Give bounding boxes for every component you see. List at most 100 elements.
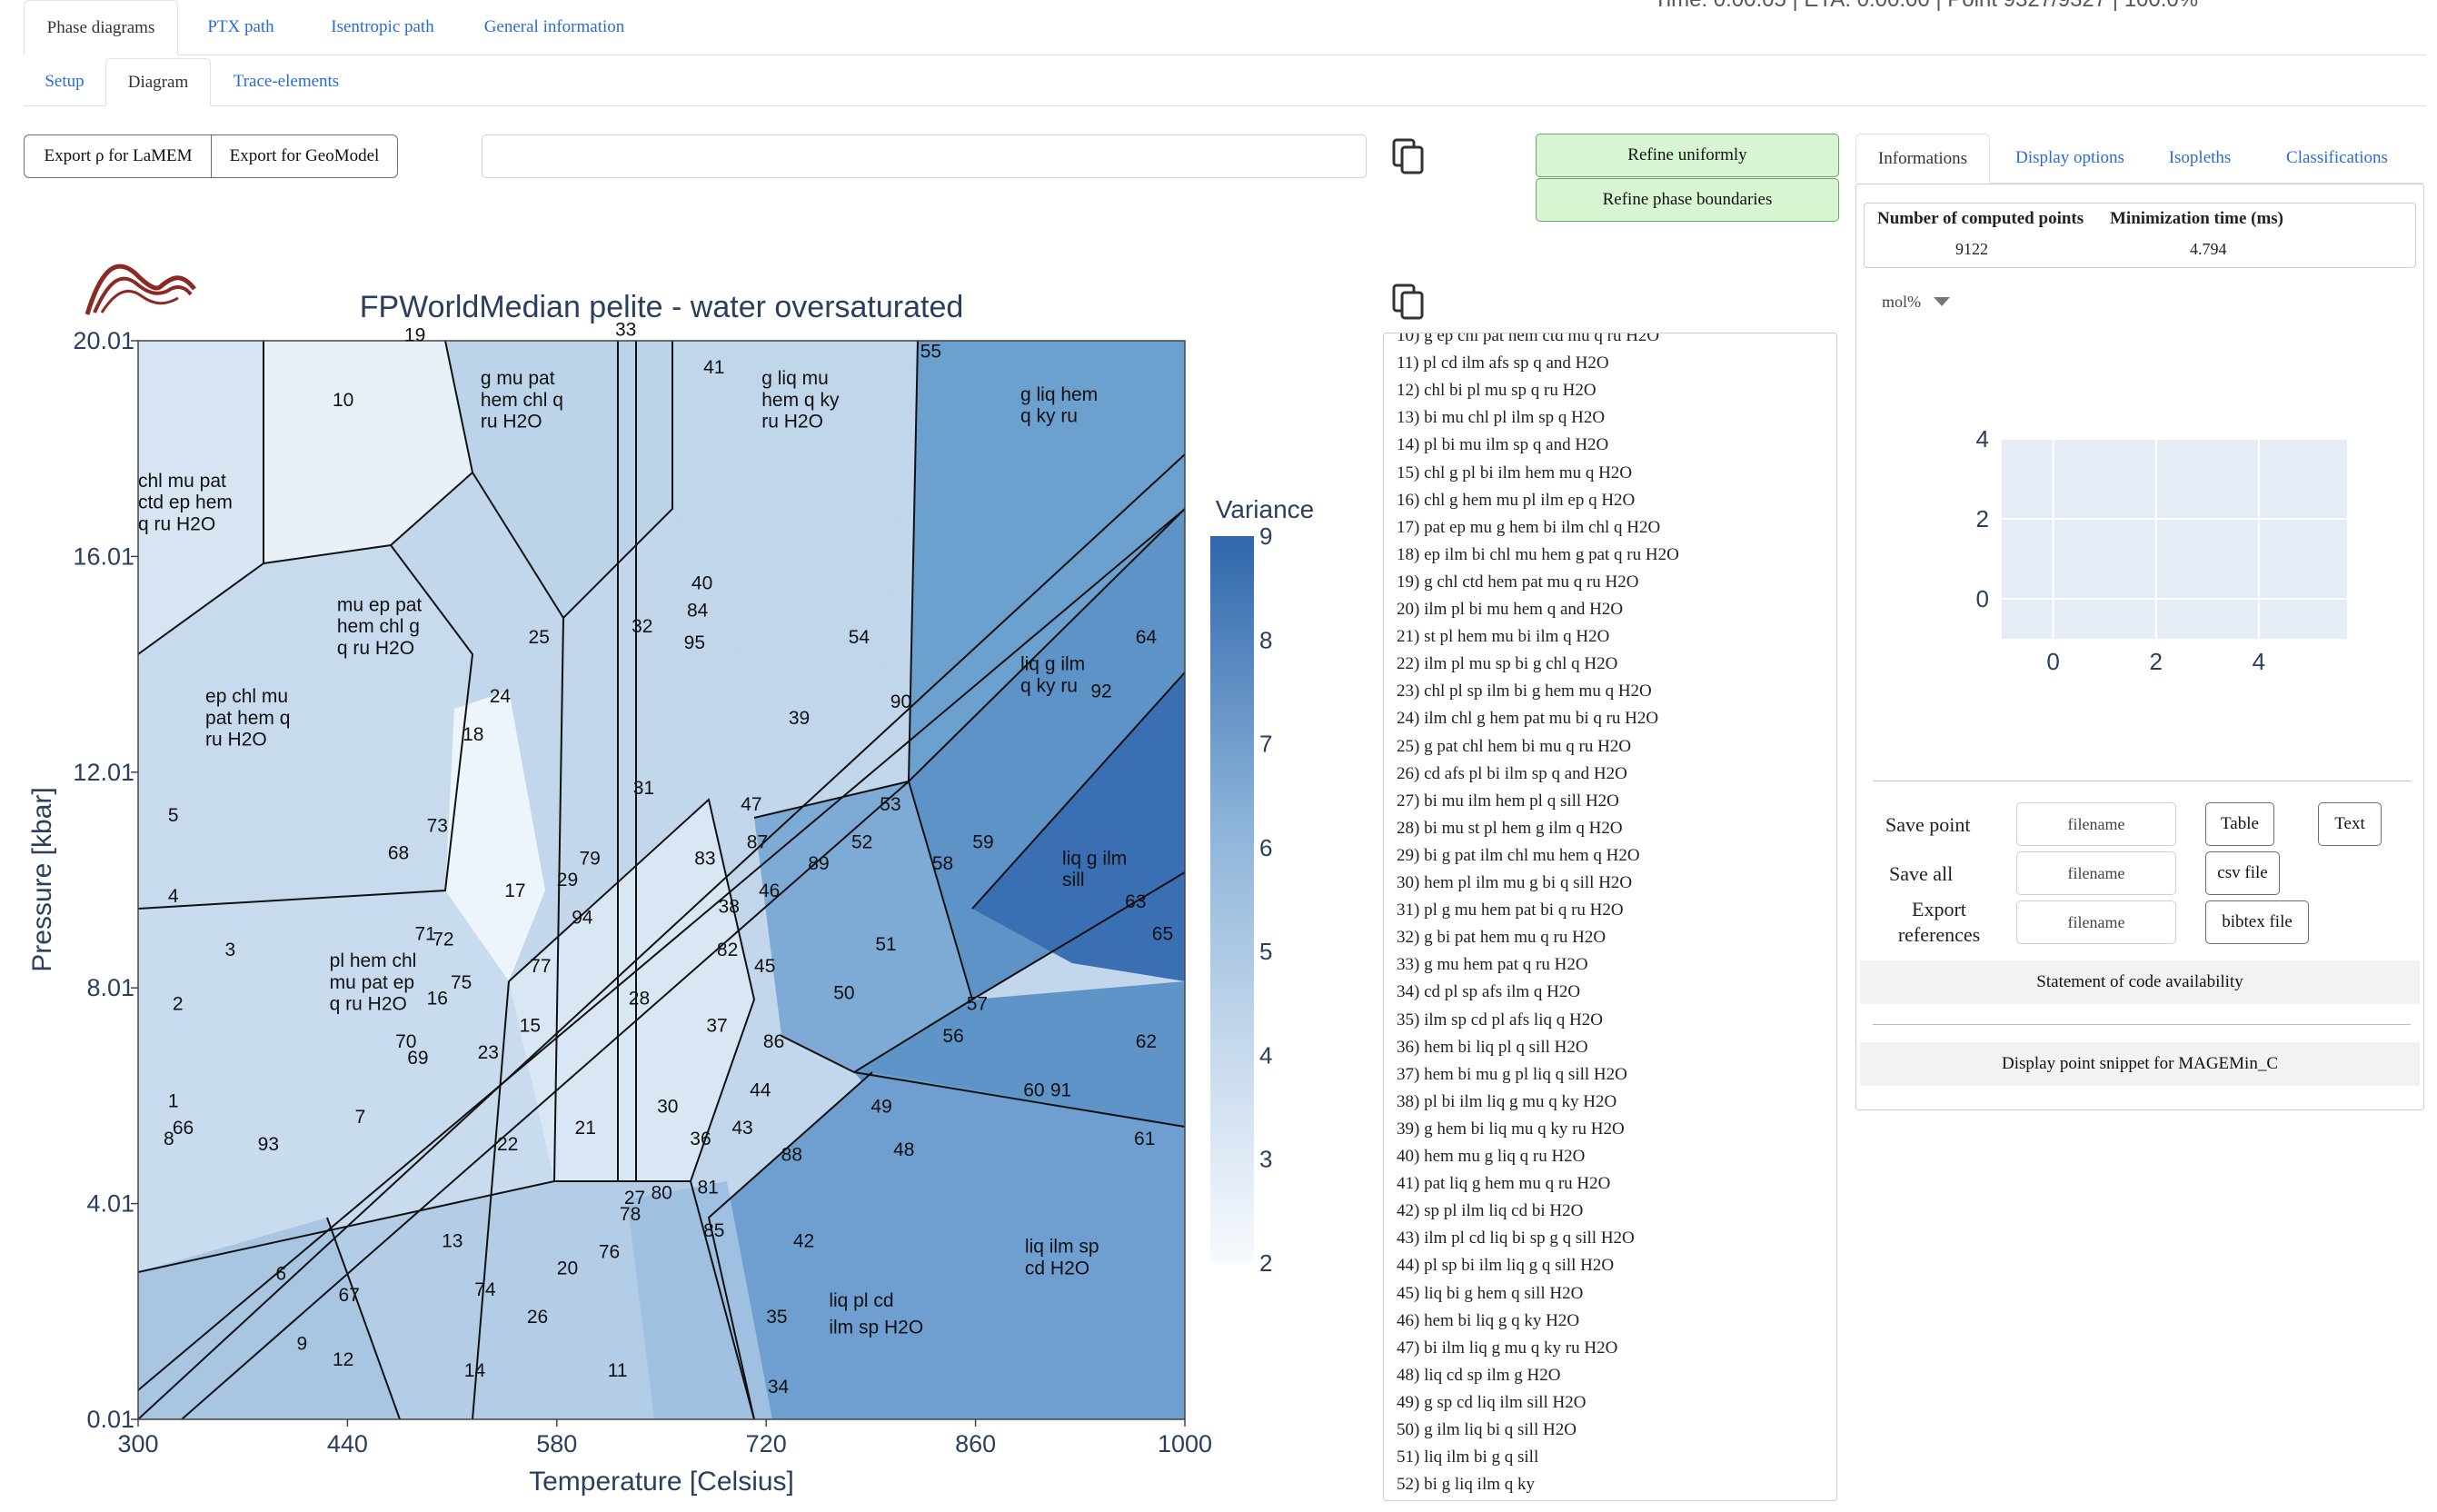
field-label: 89 [808, 853, 829, 874]
export-lamem-button[interactable]: Export ρ for LaMEM [24, 134, 213, 178]
assemblage-list[interactable]: 10) g ep chl pat hem ctd mu q ru H2O 11) … [1383, 333, 1837, 1501]
colorbar-tick-label: 4 [1259, 1041, 1272, 1069]
field-label: 27 [624, 1188, 645, 1209]
save-text-button[interactable]: Text [2318, 802, 2382, 846]
copy-list-icon[interactable] [1390, 282, 1427, 322]
colorbar-tick-label: 6 [1259, 834, 1272, 861]
field-label: 17 [504, 880, 525, 901]
field-label: 93 [258, 1134, 279, 1155]
assemblage-list-item: 37) hem bi mu g pl liq q sill H2O [1397, 1064, 1627, 1084]
export-references-filename[interactable]: filename [2016, 900, 2176, 944]
magemin-logo [85, 264, 196, 315]
tab-informations[interactable]: Informations [1855, 134, 1990, 184]
assemblage-list-item: 31) pl g mu hem pat bi q ru H2O [1397, 900, 1624, 920]
field-label: 26 [527, 1307, 548, 1328]
field-label: 42 [793, 1231, 814, 1252]
tab-diagram[interactable]: Diagram [105, 58, 211, 106]
field-label: 85 [703, 1220, 724, 1241]
field-label: 28 [629, 989, 650, 1010]
field-label: 37 [706, 1015, 727, 1036]
phase-diagram-chart[interactable]: FPWorldMedian pelite - water oversaturat… [0, 245, 1363, 1512]
y-tick-label: 20.01 [73, 327, 134, 354]
assemblage-list-item: 20) ilm pl bi mu hem q and H2O [1397, 600, 1624, 619]
refine-phase-boundaries-button[interactable]: Refine phase boundaries [1536, 178, 1839, 222]
x-tick-label: 580 [536, 1430, 577, 1457]
y-tick-label: 4.01 [86, 1190, 134, 1218]
field-label: 61 [1134, 1129, 1155, 1149]
field-label: 65 [1152, 923, 1173, 944]
tab-isentropic-path[interactable]: Isentropic path [331, 17, 434, 36]
field-label: 43 [731, 1118, 752, 1139]
assemblage-list-item: 39) g hem bi liq mu q ky ru H2O [1397, 1119, 1625, 1139]
save-all-filename[interactable]: filename [2016, 851, 2176, 895]
tab-general-information[interactable]: General information [483, 17, 625, 36]
tab-trace-elements[interactable]: Trace-elements [233, 72, 340, 91]
field-label: 13 [442, 1231, 463, 1252]
field-label: 16 [427, 989, 448, 1010]
mini-y-tick: 0 [1976, 585, 1989, 612]
colorbar-tick-label: 2 [1259, 1249, 1272, 1277]
field-label: cd H2O [1025, 1258, 1089, 1278]
assemblage-list-item: 46) hem bi liq g q ky H2O [1397, 1310, 1580, 1330]
field-label: 76 [599, 1242, 620, 1263]
tab-display-options[interactable]: Display options [2015, 148, 2124, 167]
assemblage-list-item: 17) pat ep mu g hem bi ilm chl q H2O [1397, 517, 1661, 537]
field-label: ru H2O [205, 730, 267, 751]
tab-setup[interactable]: Setup [45, 72, 85, 91]
tab-phase-diagrams[interactable]: Phase diagrams [24, 0, 178, 55]
field-label: 73 [427, 816, 448, 837]
sub-tabbar: Setup Diagram Trace-elements [24, 58, 2426, 106]
field-label: pat hem q [205, 708, 290, 729]
output-textbox[interactable] [482, 134, 1367, 178]
composition-plot[interactable]: 0246024 [1929, 412, 2347, 684]
field-label: 80 [651, 1182, 671, 1203]
display-point-snippet[interactable]: Display point snippet for MAGEMin_C [1860, 1042, 2420, 1086]
tab-isopleths[interactable]: Isopleths [2168, 148, 2232, 167]
tab-classifications[interactable]: Classifications [2286, 148, 2388, 167]
field-label: 79 [579, 848, 600, 869]
tab-ptx-path[interactable]: PTX path [207, 17, 274, 36]
field-label: g liq hem [1020, 384, 1098, 405]
save-table-button[interactable]: Table [2205, 802, 2274, 846]
field-label: 15 [520, 1015, 541, 1036]
save-point-label: Save point [1885, 813, 1971, 836]
export-references-label: Export references [1897, 898, 1981, 946]
field-label: 67 [339, 1285, 360, 1306]
info-value-time: 4.794 [2190, 240, 2227, 258]
field-label: 5 [168, 805, 179, 826]
assemblage-list-item: 19) g chl ctd hem pat mu q ru H2O [1397, 572, 1639, 592]
field-label: 7 [355, 1107, 366, 1128]
assemblage-list-item: 25) g pat chl hem bi mu q ru H2O [1397, 736, 1632, 756]
assemblage-list-item: 42) sp pl ilm liq cd bi H2O [1397, 1201, 1584, 1221]
field-label: 88 [781, 1145, 802, 1166]
field-label: 23 [478, 1042, 499, 1063]
assemblage-list-item: 34) cd pl sp afs ilm q H2O [1397, 982, 1581, 1002]
mini-x-tick: 4 [2253, 648, 2265, 675]
field-label: ilm sp H2O [829, 1318, 923, 1338]
y-axis-title: Pressure [kbar] [27, 787, 57, 971]
field-label: ep chl mu [205, 686, 288, 707]
save-point-filename[interactable]: filename [2016, 802, 2176, 846]
colorbar-tick-label: 7 [1259, 731, 1272, 758]
field-label: 10 [333, 390, 353, 411]
statement-code-availability[interactable]: Statement of code availability [1860, 960, 2420, 1004]
copy-icon[interactable] [1390, 136, 1427, 176]
field-label: liq ilm sp [1025, 1237, 1099, 1258]
field-label: 30 [657, 1096, 678, 1117]
export-bibtex-button[interactable]: bibtex file [2205, 900, 2309, 944]
field-label: q ky ru [1020, 675, 1078, 696]
mini-y-tick: 2 [1976, 505, 1989, 532]
field-label: 21 [575, 1118, 596, 1139]
save-csv-button[interactable]: csv file [2205, 851, 2280, 895]
refine-uniformly-button[interactable]: Refine uniformly [1536, 134, 1839, 177]
export-geomodel-button[interactable]: Export for GeoModel [211, 134, 398, 178]
field-label: 38 [719, 897, 740, 918]
y-tick-label: 0.01 [86, 1406, 134, 1433]
field-label: 25 [529, 627, 550, 648]
colorbar-tick-label: 3 [1259, 1146, 1272, 1173]
field-label: q ky ru [1020, 406, 1078, 427]
field-label: 74 [474, 1279, 496, 1300]
field-label: liq g ilm [1062, 848, 1127, 869]
unit-dropdown[interactable]: mol% [1882, 286, 1991, 317]
field-label: q ru H2O [337, 638, 414, 659]
